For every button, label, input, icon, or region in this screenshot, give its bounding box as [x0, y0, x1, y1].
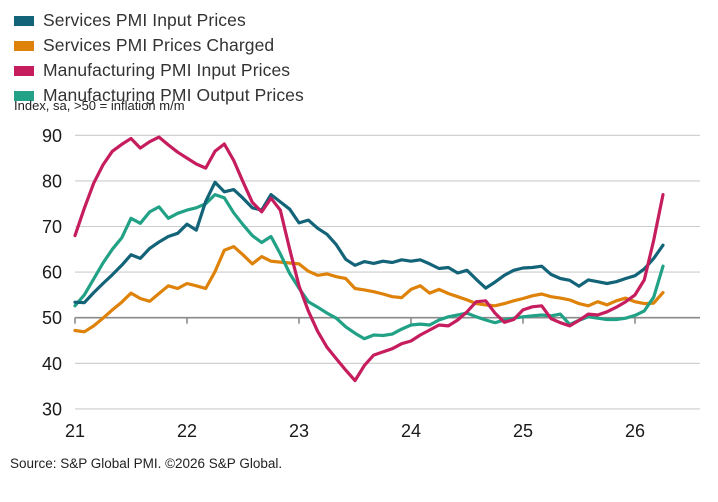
- legend: Services PMI Input Prices Services PMI Pr…: [14, 8, 304, 108]
- x-axis-label-21: 21: [65, 421, 85, 441]
- x-axis-label-24: 24: [401, 421, 421, 441]
- x-axis-label-26: 26: [625, 421, 645, 441]
- y-axis-label-30: 30: [42, 399, 62, 419]
- axis-unit-note: Index, sa, >50 = inflation m/m: [14, 98, 185, 113]
- legend-swatch-icon: [14, 65, 34, 76]
- legend-swatch-icon: [14, 40, 34, 51]
- series-line-manufacturing-pmi-input-prices: [73, 135, 665, 383]
- legend-label: Services PMI Input Prices: [43, 10, 246, 30]
- y-axis-label-60: 60: [42, 263, 62, 283]
- y-axis-label-50: 50: [42, 308, 62, 328]
- legend-item-manufacturing-pmi-output-prices: Manufacturing PMI Output Prices: [14, 83, 304, 108]
- legend-label: Services PMI Prices Charged: [43, 35, 275, 55]
- y-axis-label-40: 40: [42, 354, 62, 374]
- legend-item-services-pmi-input-prices: Services PMI Input Prices: [14, 8, 304, 33]
- source-note: Source: S&P Global PMI. ©2026 S&P Global…: [10, 456, 283, 471]
- x-axis-label-22: 22: [177, 421, 197, 441]
- legend-item-services-pmi-prices-charged: Services PMI Prices Charged: [14, 33, 304, 58]
- series-line-services-pmi-input-prices: [73, 180, 665, 305]
- y-axis-label-80: 80: [42, 171, 62, 191]
- series-line-manufacturing-pmi-output-prices: [73, 193, 665, 341]
- legend-label: Manufacturing PMI Output Prices: [43, 85, 304, 105]
- series-line-services-pmi-prices-charged: [73, 245, 665, 334]
- legend-swatch-icon: [14, 90, 34, 101]
- x-axis-label-25: 25: [513, 421, 533, 441]
- y-axis-label-70: 70: [42, 217, 62, 237]
- y-axis-label-90: 90: [42, 126, 62, 146]
- legend-label: Manufacturing PMI Input Prices: [43, 60, 291, 80]
- legend-item-manufacturing-pmi-input-prices: Manufacturing PMI Input Prices: [14, 58, 304, 83]
- legend-swatch-icon: [14, 15, 34, 26]
- x-axis-label-23: 23: [289, 421, 309, 441]
